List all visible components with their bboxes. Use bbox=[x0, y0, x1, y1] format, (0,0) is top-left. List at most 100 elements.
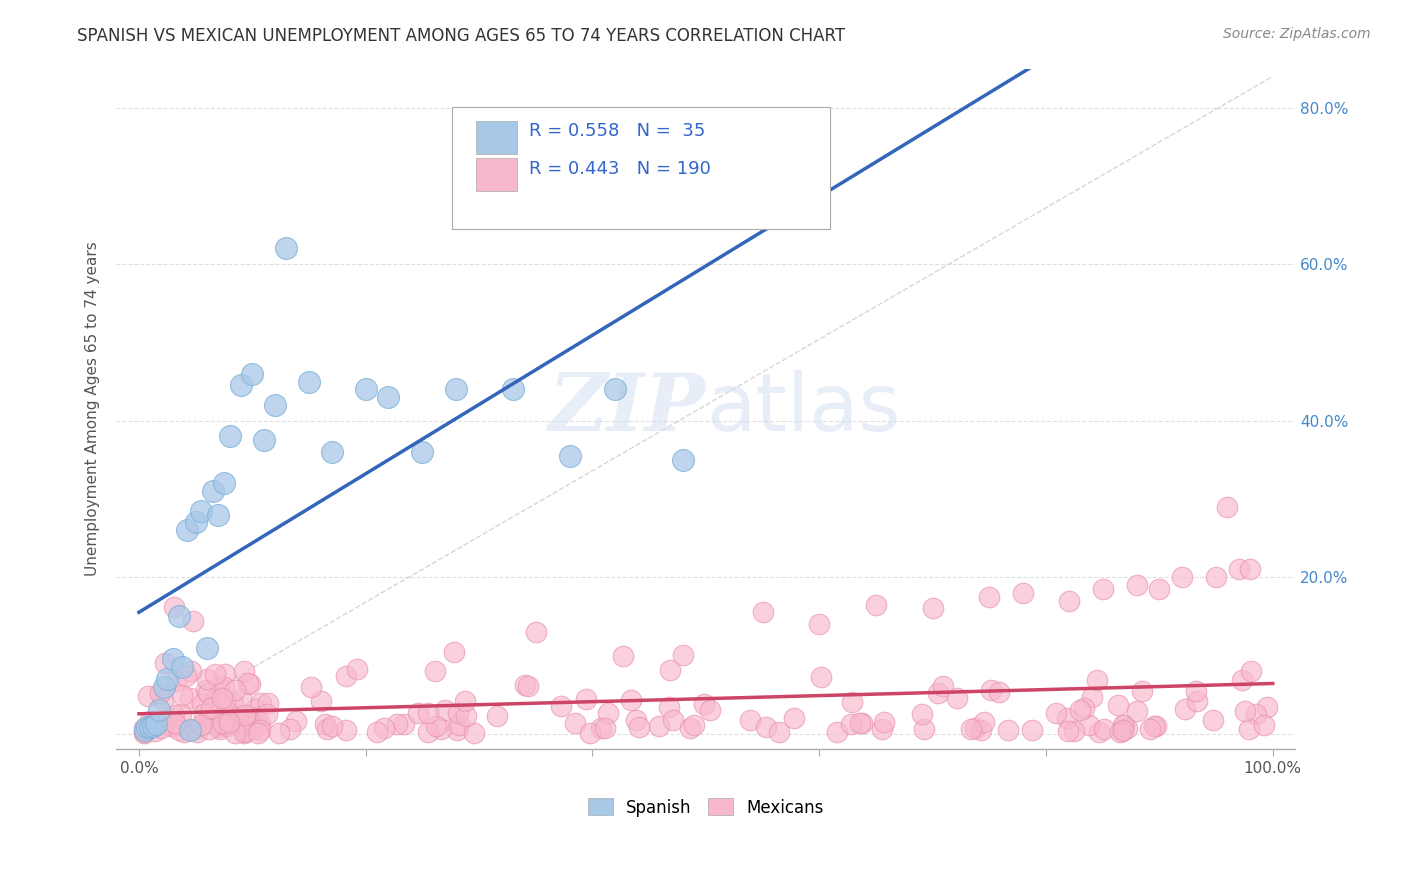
Point bbox=[135, 720, 157, 734]
Point bbox=[132, 726, 155, 740]
Point bbox=[170, 706, 193, 721]
Y-axis label: Unemployment Among Ages 65 to 74 years: Unemployment Among Ages 65 to 74 years bbox=[86, 242, 100, 576]
Point bbox=[162, 708, 184, 723]
Point bbox=[195, 640, 218, 655]
Point bbox=[965, 721, 987, 735]
Point bbox=[233, 707, 256, 722]
Point bbox=[228, 715, 250, 730]
Point bbox=[215, 719, 238, 733]
Point bbox=[1088, 724, 1111, 739]
Point bbox=[1149, 582, 1171, 596]
Point bbox=[430, 722, 453, 736]
Point bbox=[264, 398, 287, 412]
Point bbox=[229, 378, 252, 392]
Point bbox=[1227, 562, 1250, 576]
Point bbox=[387, 717, 409, 731]
Point bbox=[416, 725, 439, 739]
Point bbox=[243, 702, 266, 716]
Point bbox=[502, 382, 524, 396]
Point bbox=[321, 719, 343, 733]
Point bbox=[579, 725, 602, 739]
Point bbox=[1081, 690, 1104, 705]
Point bbox=[278, 723, 301, 737]
Point bbox=[173, 725, 195, 739]
Point bbox=[1112, 718, 1135, 732]
Point bbox=[208, 717, 231, 731]
Point bbox=[190, 718, 212, 732]
Point bbox=[214, 667, 236, 681]
Point bbox=[768, 724, 790, 739]
Point bbox=[987, 685, 1010, 699]
Point bbox=[193, 706, 215, 721]
Point bbox=[921, 601, 943, 615]
Point bbox=[1085, 673, 1108, 687]
Point bbox=[970, 723, 993, 737]
Point bbox=[434, 703, 457, 717]
Text: R = 0.443   N = 190: R = 0.443 N = 190 bbox=[529, 160, 711, 178]
Point bbox=[564, 716, 586, 731]
Point bbox=[269, 726, 291, 740]
Point bbox=[1012, 586, 1035, 600]
Point bbox=[612, 648, 634, 663]
Point bbox=[517, 679, 540, 693]
Point bbox=[249, 716, 271, 731]
Point bbox=[406, 706, 429, 720]
Point bbox=[179, 690, 201, 705]
Point bbox=[190, 503, 212, 517]
Point bbox=[960, 723, 983, 737]
Point bbox=[575, 692, 598, 706]
Point bbox=[973, 714, 995, 729]
Point bbox=[558, 449, 581, 463]
Point bbox=[167, 723, 190, 738]
Point bbox=[980, 683, 1002, 698]
Point bbox=[232, 665, 254, 679]
Point bbox=[335, 669, 357, 683]
Point bbox=[851, 715, 873, 730]
Point bbox=[256, 706, 278, 721]
Point bbox=[1109, 725, 1132, 739]
Text: Source: ZipAtlas.com: Source: ZipAtlas.com bbox=[1223, 27, 1371, 41]
Point bbox=[1174, 701, 1197, 715]
Point bbox=[1057, 724, 1080, 739]
Point bbox=[180, 664, 202, 678]
Point bbox=[242, 722, 264, 736]
Point bbox=[456, 709, 478, 723]
Point bbox=[997, 723, 1019, 737]
Point bbox=[224, 683, 246, 698]
Point bbox=[912, 722, 935, 736]
Point bbox=[218, 429, 240, 443]
Point bbox=[207, 508, 229, 522]
Point bbox=[550, 698, 572, 713]
Point bbox=[927, 686, 949, 700]
Point bbox=[194, 683, 217, 698]
Point bbox=[423, 665, 446, 679]
Point bbox=[163, 599, 186, 614]
Point bbox=[316, 723, 339, 737]
Point bbox=[311, 694, 333, 708]
Point bbox=[810, 670, 832, 684]
Point bbox=[1244, 706, 1267, 721]
Point bbox=[240, 714, 263, 729]
Point bbox=[321, 445, 343, 459]
Point bbox=[872, 715, 894, 730]
Point bbox=[454, 693, 477, 707]
Point bbox=[849, 716, 872, 731]
Point bbox=[201, 484, 224, 499]
Point bbox=[1139, 722, 1161, 736]
Point bbox=[672, 452, 695, 467]
Point bbox=[238, 675, 260, 690]
Point bbox=[1240, 664, 1263, 678]
Point bbox=[751, 606, 773, 620]
Point bbox=[1239, 562, 1261, 576]
Point bbox=[699, 703, 721, 717]
Point bbox=[515, 677, 537, 691]
Point bbox=[1202, 714, 1225, 728]
Point bbox=[142, 719, 165, 733]
Point bbox=[485, 708, 508, 723]
Point bbox=[672, 648, 695, 663]
Point bbox=[212, 476, 235, 491]
Point bbox=[648, 719, 671, 733]
Point bbox=[217, 704, 239, 718]
Point bbox=[253, 434, 276, 448]
Point bbox=[1185, 694, 1208, 708]
